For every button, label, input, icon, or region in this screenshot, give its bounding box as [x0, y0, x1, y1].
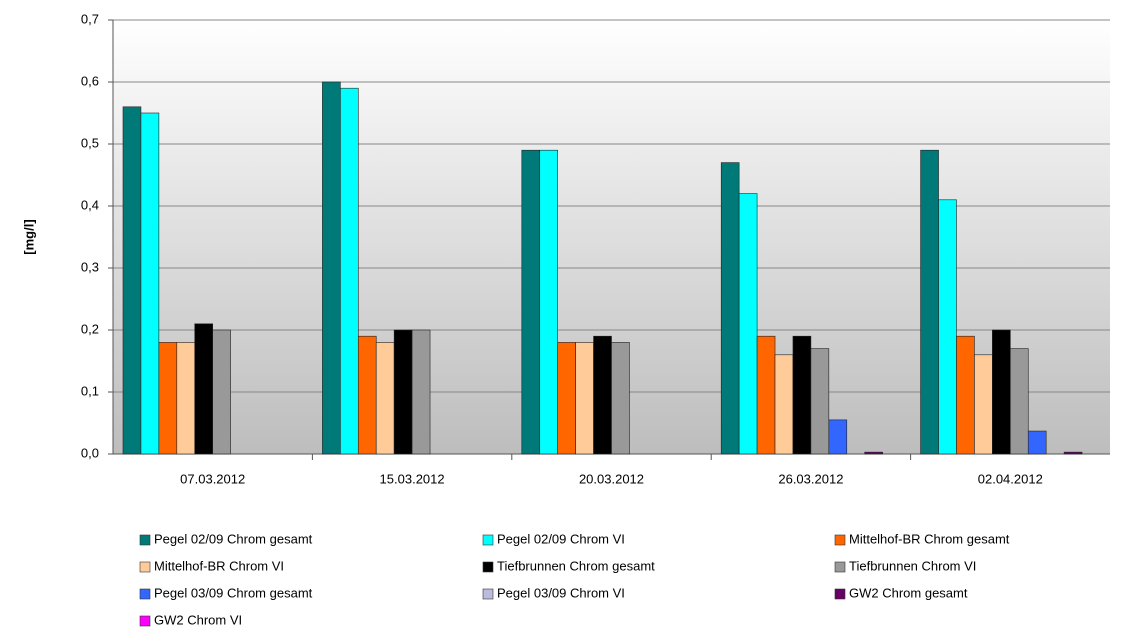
bar: [411, 329, 431, 455]
bar: [810, 348, 830, 455]
legend-swatch: [482, 588, 494, 600]
legend-label: GW2 Chrom gesamt: [849, 585, 968, 600]
legend-swatch: [482, 561, 494, 573]
bar: [974, 354, 993, 455]
x-tick-label: 15.03.2012: [380, 471, 445, 486]
bar: [828, 419, 848, 455]
bar: [539, 149, 558, 455]
legend-swatch: [834, 534, 846, 546]
bar: [194, 323, 213, 455]
bar: [593, 335, 612, 455]
legend-label: GW2 Chrom VI: [154, 612, 242, 627]
bar: [720, 162, 740, 455]
bar: [738, 193, 758, 455]
bar: [575, 342, 594, 455]
bar: [1063, 451, 1083, 455]
legend-label: Mittelhof-BR Chrom gesamt: [849, 531, 1010, 546]
legend-swatch: [139, 615, 151, 627]
legend-swatch: [834, 588, 846, 600]
legend-swatch: [834, 561, 846, 573]
y-tick-label: 0,5: [81, 135, 99, 150]
bar: [1027, 430, 1047, 455]
bar: [920, 149, 939, 455]
bar: [774, 354, 794, 455]
bar: [158, 342, 178, 455]
legend-label: Pegel 03/09 Chrom gesamt: [154, 585, 313, 600]
bar: [393, 329, 413, 455]
bar: [1009, 348, 1029, 455]
bar: [521, 149, 541, 455]
y-tick-label: 0,2: [81, 321, 99, 336]
y-tick-label: 0,4: [81, 197, 99, 212]
bar: [992, 329, 1011, 455]
legend-label: Mittelhof-BR Chrom VI: [154, 558, 284, 573]
y-tick-label: 0,1: [81, 383, 99, 398]
legend-swatch: [482, 534, 494, 546]
bar: [122, 106, 142, 455]
y-tick-label: 0,0: [81, 445, 99, 460]
legend-label: Tiefbrunnen Chrom VI: [849, 558, 976, 573]
legend-label: Pegel 03/09 Chrom VI: [497, 585, 625, 600]
bar: [938, 199, 957, 455]
legend-label: Tiefbrunnen Chrom gesamt: [497, 558, 655, 573]
x-tick-label: 20.03.2012: [579, 471, 644, 486]
y-tick-label: 0,3: [81, 259, 99, 274]
bar: [176, 342, 196, 455]
x-tick-label: 26.03.2012: [778, 471, 843, 486]
bar: [375, 342, 395, 455]
bar: [357, 335, 377, 455]
bar: [956, 335, 975, 455]
x-tick-label: 02.04.2012: [978, 471, 1043, 486]
legend-label: Pegel 02/09 Chrom VI: [497, 531, 625, 546]
bar: [322, 81, 341, 455]
legend-swatch: [139, 561, 151, 573]
y-axis-label: [mg/l]: [21, 219, 36, 254]
bar: [864, 451, 883, 455]
bar: [557, 342, 576, 455]
bar: [756, 335, 776, 455]
bar: [212, 329, 231, 455]
bar: [140, 112, 160, 455]
bar: [340, 87, 359, 455]
y-tick-label: 0,6: [81, 73, 99, 88]
legend-label: Pegel 02/09 Chrom gesamt: [154, 531, 313, 546]
x-tick-label: 07.03.2012: [180, 471, 245, 486]
legend-swatch: [139, 534, 151, 546]
bar: [792, 335, 812, 455]
y-tick-label: 0,7: [81, 11, 99, 26]
bar: [611, 342, 630, 455]
legend-swatch: [139, 588, 151, 600]
